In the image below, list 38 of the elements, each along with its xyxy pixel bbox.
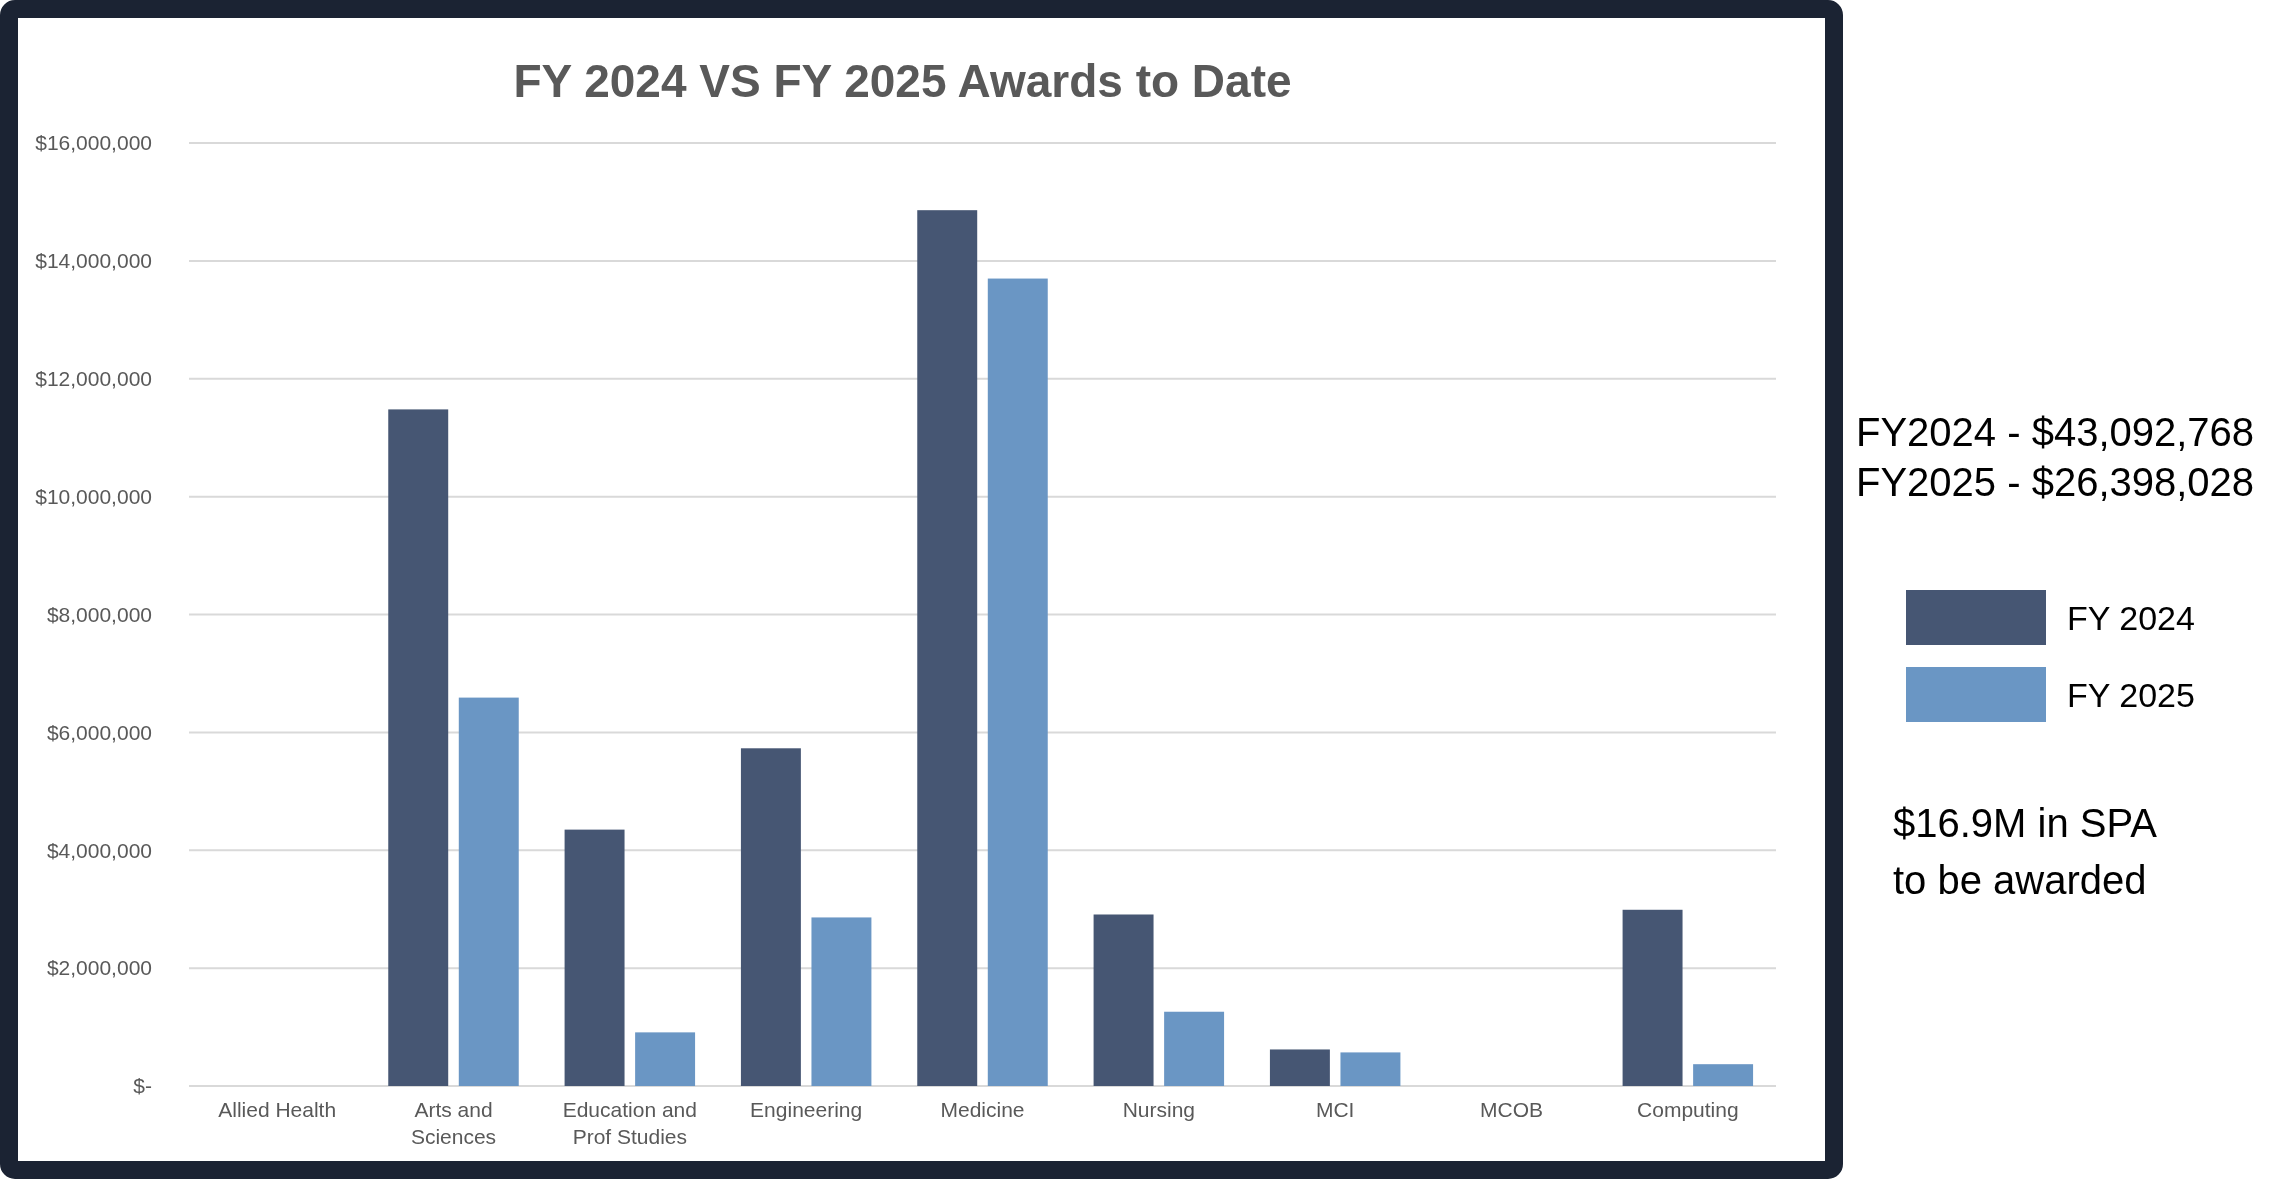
bar <box>811 917 872 1086</box>
bar <box>740 748 801 1086</box>
y-tick-label: $2,000,000 <box>46 956 152 980</box>
bar <box>1693 1064 1754 1086</box>
bar <box>388 409 449 1086</box>
legend-label: FY 2024 <box>2067 598 2195 637</box>
x-tick-label: Allied Health <box>218 1098 337 1121</box>
y-tick-label: $12,000,000 <box>35 367 152 391</box>
y-tick-label: $14,000,000 <box>35 249 152 273</box>
y-tick-label: $10,000,000 <box>35 484 152 508</box>
legend-label: FY 2025 <box>2067 675 2195 714</box>
bar <box>458 697 519 1086</box>
y-tick-label: $8,000,000 <box>46 602 152 626</box>
x-tick-label: Arts and Sciences <box>410 1098 497 1148</box>
text: $16.9M in SPA to be awarded <box>1893 801 2158 902</box>
x-tick-label: Computing <box>1637 1098 1739 1121</box>
bar <box>917 210 978 1086</box>
x-tick-label: Education and Prof Studies <box>562 1098 697 1148</box>
bar <box>635 1032 696 1086</box>
bar <box>1269 1049 1330 1086</box>
y-tick-label: $4,000,000 <box>46 838 152 862</box>
x-tick-label: MCI <box>1315 1098 1355 1121</box>
chart-title: FY 2024 VS FY 2025 Awards to Date <box>513 55 1292 107</box>
bar <box>1164 1011 1225 1086</box>
bar <box>1340 1052 1401 1086</box>
x-tick-label: Medicine <box>940 1098 1025 1121</box>
y-tick-label: $- <box>133 1074 152 1098</box>
bar <box>987 278 1048 1086</box>
y-tick-label: $16,000,000 <box>35 131 152 155</box>
x-tick-label: MCOB <box>1480 1098 1543 1121</box>
x-tick-label: Nursing <box>1122 1098 1196 1121</box>
text: FY2025 - $26,398,028 <box>1856 460 2255 504</box>
bar <box>564 829 625 1086</box>
text: FY2024 - $43,092,768 <box>1856 410 2255 454</box>
bar <box>1093 914 1154 1086</box>
x-tick-label: Engineering <box>750 1098 863 1121</box>
bar <box>1622 909 1683 1086</box>
y-tick-label: $6,000,000 <box>46 720 152 744</box>
